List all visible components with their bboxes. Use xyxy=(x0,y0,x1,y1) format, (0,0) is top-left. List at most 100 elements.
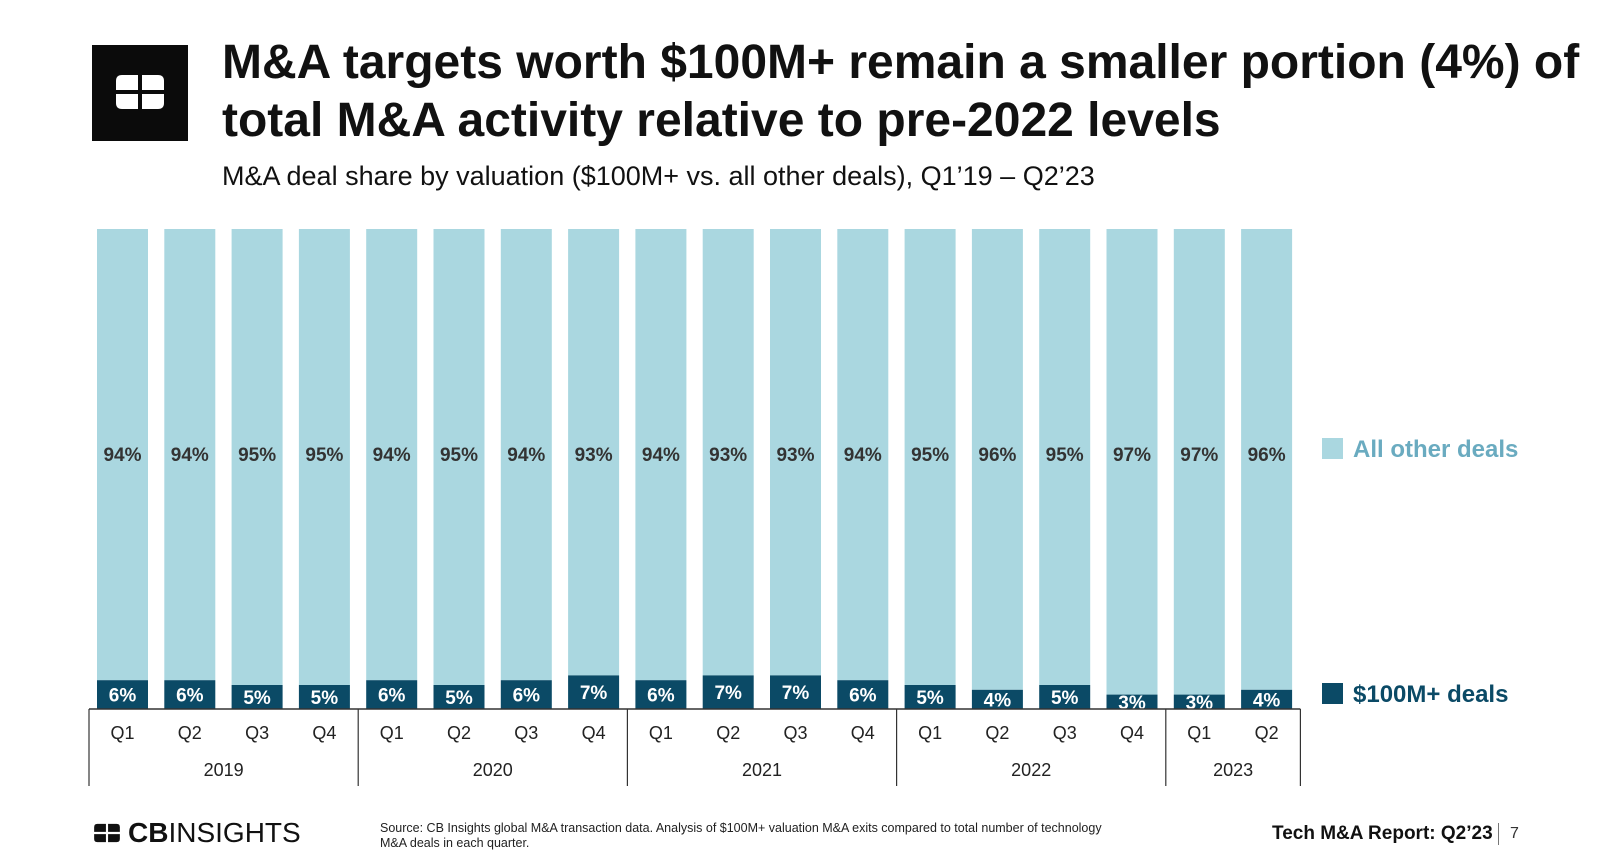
title-line-1: M&A targets worth $100M+ remain a smalle… xyxy=(222,36,1580,89)
data-label-other: 94% xyxy=(103,445,141,466)
data-label-other: 96% xyxy=(1248,445,1286,466)
data-label-other: 94% xyxy=(507,445,545,466)
bar-100m-deals xyxy=(837,680,889,709)
bar-other-deals xyxy=(1106,229,1158,695)
legend-label: All other deals xyxy=(1353,436,1518,463)
cb-logo xyxy=(92,45,188,141)
x-group-label: 2023 xyxy=(1213,760,1253,780)
x-tick-label: Q3 xyxy=(245,723,269,743)
x-group-label: 2020 xyxy=(473,760,513,780)
bar-100m-deals xyxy=(97,680,148,709)
data-label-other: 94% xyxy=(844,445,882,466)
bar-other-deals xyxy=(568,229,620,676)
legend-swatch xyxy=(1322,438,1343,459)
report-title: Tech M&A Report: Q2’23 xyxy=(1272,823,1493,844)
bar-other-deals xyxy=(770,229,821,676)
x-group-label: 2021 xyxy=(742,760,782,780)
data-label-100m: 5% xyxy=(445,688,473,709)
bar-other-deals xyxy=(298,229,350,685)
bar-other-deals xyxy=(1039,229,1091,685)
data-label-100m: 7% xyxy=(714,683,742,704)
bar-other-deals xyxy=(971,229,1023,690)
x-tick-label: Q4 xyxy=(312,723,336,743)
x-tick-label: Q2 xyxy=(447,723,471,743)
bar-other-deals xyxy=(635,229,687,681)
data-label-other: 95% xyxy=(1046,445,1084,466)
data-label-100m: 6% xyxy=(513,686,541,707)
bar-other-deals xyxy=(1173,229,1225,695)
bar-other-deals xyxy=(366,229,418,681)
bar-other-deals xyxy=(837,229,889,681)
data-label-100m: 7% xyxy=(782,683,810,704)
data-label-other: 97% xyxy=(1113,445,1151,466)
x-tick-label: Q3 xyxy=(783,723,807,743)
x-tick-label: Q3 xyxy=(514,723,538,743)
data-label-other: 94% xyxy=(642,445,680,466)
legend-label: $100M+ deals xyxy=(1353,681,1508,708)
bar-other-deals xyxy=(97,229,148,681)
bar-other-deals xyxy=(433,229,485,685)
chart-subtitle: M&A deal share by valuation ($100M+ vs. … xyxy=(222,161,1095,191)
data-label-other: 96% xyxy=(978,445,1016,466)
bar-100m-deals xyxy=(1241,689,1293,709)
bar-other-deals xyxy=(164,229,216,681)
data-label-other: 94% xyxy=(171,445,209,466)
cb-insights-logo-icon xyxy=(94,823,120,843)
data-label-other: 94% xyxy=(373,445,411,466)
data-label-100m: 4% xyxy=(1253,690,1281,711)
x-tick-label: Q1 xyxy=(649,723,673,743)
data-label-100m: 3% xyxy=(1186,693,1214,714)
data-label-other: 95% xyxy=(440,445,478,466)
brand-bold: CB xyxy=(128,817,169,848)
data-label-100m: 5% xyxy=(916,688,944,709)
bar-other-deals xyxy=(500,229,552,681)
x-tick-label: Q2 xyxy=(985,723,1009,743)
bar-100m-deals xyxy=(568,675,620,709)
page-title: M&A targets worth $100M+ remain a smalle… xyxy=(222,34,1582,150)
x-tick-label: Q3 xyxy=(1053,723,1077,743)
data-label-other: 95% xyxy=(911,445,949,466)
data-label-100m: 6% xyxy=(849,686,877,707)
bar-other-deals xyxy=(1241,229,1293,690)
brand-light: INSIGHTS xyxy=(168,817,301,848)
bar-100m-deals xyxy=(231,685,283,709)
bar-100m-deals xyxy=(971,689,1023,709)
footer-separator xyxy=(1498,823,1499,845)
data-label-other: 95% xyxy=(305,445,343,466)
x-tick-label: Q1 xyxy=(1187,723,1211,743)
x-tick-label: Q2 xyxy=(1255,723,1279,743)
x-tick-label: Q1 xyxy=(918,723,942,743)
data-label-100m: 4% xyxy=(984,690,1012,711)
data-label-100m: 7% xyxy=(580,683,608,704)
bar-100m-deals xyxy=(433,685,485,709)
source-line-1: Source: CB Insights global M&A transacti… xyxy=(380,821,1102,835)
bar-100m-deals xyxy=(1173,694,1225,709)
data-label-100m: 3% xyxy=(1118,693,1146,714)
page-number: 7 xyxy=(1510,825,1519,842)
data-label-100m: 6% xyxy=(109,686,137,707)
data-label-100m: 5% xyxy=(1051,688,1079,709)
brand-wordmark: CBINSIGHTS xyxy=(128,818,301,848)
bar-100m-deals xyxy=(904,685,956,709)
bar-100m-deals xyxy=(500,680,552,709)
data-label-other: 93% xyxy=(709,445,747,466)
data-label-100m: 5% xyxy=(243,688,271,709)
title-line-2: total M&A activity relative to pre-2022 … xyxy=(222,94,1221,147)
bar-other-deals xyxy=(904,229,956,685)
bar-other-deals xyxy=(231,229,283,685)
data-label-100m: 6% xyxy=(176,686,204,707)
footer-brand: CBINSIGHTS xyxy=(92,818,301,848)
data-label-other: 95% xyxy=(238,445,276,466)
bar-100m-deals xyxy=(1039,685,1091,709)
x-tick-label: Q4 xyxy=(851,723,875,743)
data-label-other: 93% xyxy=(776,445,814,466)
bar-100m-deals xyxy=(366,680,418,709)
x-tick-label: Q4 xyxy=(582,723,606,743)
source-note: Source: CB Insights global M&A transacti… xyxy=(380,821,1210,851)
bar-100m-deals xyxy=(770,675,821,709)
x-tick-label: Q2 xyxy=(716,723,740,743)
bar-100m-deals xyxy=(635,680,687,709)
x-tick-label: Q1 xyxy=(110,723,134,743)
bar-other-deals xyxy=(702,229,754,676)
data-label-100m: 5% xyxy=(311,688,339,709)
